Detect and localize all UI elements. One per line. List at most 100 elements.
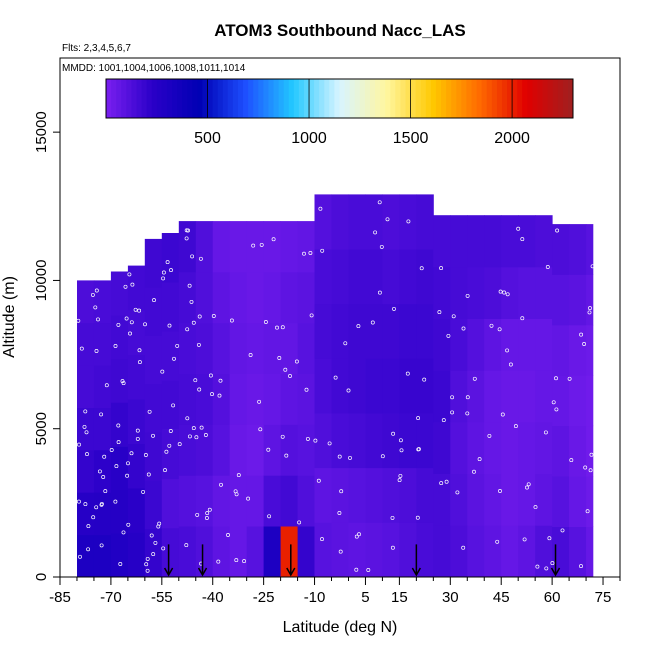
sample-point [398, 473, 403, 478]
heatmap-cell [484, 370, 502, 423]
sample-point [366, 568, 371, 572]
sample-point [156, 524, 161, 529]
sample-point [526, 482, 531, 487]
heatmap-cell [467, 525, 485, 578]
heatmap-cell [467, 473, 485, 526]
heatmap-cell [246, 373, 265, 425]
sample-point [446, 333, 451, 338]
sample-point [505, 292, 510, 297]
sample-point [197, 387, 202, 392]
sample-point [416, 447, 421, 452]
sample-point [390, 545, 395, 550]
sample-point [143, 322, 147, 327]
heatmap-cell [110, 446, 129, 491]
heatmap-cell [450, 525, 468, 578]
colorbar-swatch [238, 79, 244, 118]
heatmap-cell [450, 215, 468, 268]
heatmap-cell [297, 373, 315, 425]
sample-point [590, 264, 595, 269]
heatmap-cell [144, 528, 163, 578]
sample-point [398, 438, 403, 443]
sample-point [294, 359, 299, 364]
sample-point [533, 505, 538, 510]
sample-point [313, 438, 318, 443]
colorbar-swatch [177, 79, 183, 118]
heatmap-cell [212, 272, 231, 324]
colorbar-swatch [161, 79, 168, 118]
sample-point [472, 376, 477, 381]
colorbar-frame [105, 78, 574, 119]
sample-point [263, 320, 268, 324]
sample-point [579, 332, 584, 337]
sample-point [348, 455, 352, 460]
heatmap-cell [229, 272, 248, 324]
sample-point [116, 322, 121, 327]
heatmap-cell [297, 526, 315, 578]
sample-point [266, 447, 271, 452]
sample-point [165, 260, 170, 265]
sample-point [126, 461, 130, 466]
heatmap-cell [535, 266, 553, 319]
heatmap-cell [518, 473, 536, 526]
colorbar-swatch [319, 79, 325, 118]
sample-point [487, 433, 492, 438]
sample-point [94, 349, 99, 353]
sample-point [450, 410, 455, 415]
sample-point [218, 378, 223, 383]
sample-point [415, 515, 420, 520]
sample-point [547, 536, 552, 541]
profile-arrow-head [411, 567, 422, 577]
x-tick-label: 5 [361, 589, 369, 606]
heatmap-cell [535, 370, 553, 423]
sample-point [569, 458, 574, 463]
sample-point [337, 454, 342, 459]
sample-point [354, 567, 359, 572]
heatmap-cell [586, 526, 594, 578]
colorbar-swatch [197, 79, 203, 118]
sample-point [498, 489, 502, 493]
x-tick-label: -85 [49, 589, 71, 606]
sample-point [120, 379, 125, 384]
colorbar-swatch [278, 79, 285, 118]
sample-point [187, 434, 192, 439]
heatmap-cell [365, 467, 383, 523]
sample-point [160, 369, 165, 374]
heatmap-cell [501, 266, 519, 319]
sample-point [208, 373, 213, 378]
heatmap-cell [297, 272, 315, 324]
sample-point [308, 251, 313, 255]
sample-point [450, 395, 455, 400]
heatmap-cell [416, 194, 434, 250]
colorbar-swatch [187, 79, 193, 118]
colorbar-swatch [111, 79, 117, 118]
sample-point [167, 443, 172, 448]
sample-point [545, 265, 550, 269]
heatmap-cell [552, 476, 570, 527]
sample-point [280, 434, 285, 439]
sample-point [419, 266, 424, 271]
heatmap-cell [552, 224, 570, 275]
sample-point [288, 374, 292, 378]
heatmap-cell [127, 399, 146, 444]
heatmap-cell [212, 424, 231, 476]
heatmap-cell [348, 413, 366, 469]
heatmap-cell [314, 467, 332, 523]
colorbar-swatch [263, 79, 269, 118]
heatmap-cell [212, 475, 231, 527]
sample-point [91, 515, 96, 520]
sample-point [164, 449, 169, 454]
sample-point [267, 514, 272, 519]
sample-point [357, 532, 361, 537]
sample-point [99, 501, 104, 506]
heatmap-cell [552, 324, 570, 376]
heatmap-cell [450, 473, 468, 526]
sample-point [94, 288, 99, 293]
colorbar-swatch [166, 79, 173, 118]
sample-point [589, 452, 594, 457]
sample-point [327, 441, 332, 446]
sample-point [137, 348, 142, 353]
heatmap-cell [229, 475, 248, 527]
heatmap-cell [348, 249, 366, 305]
sample-point [197, 314, 202, 319]
sample-point [477, 457, 482, 462]
